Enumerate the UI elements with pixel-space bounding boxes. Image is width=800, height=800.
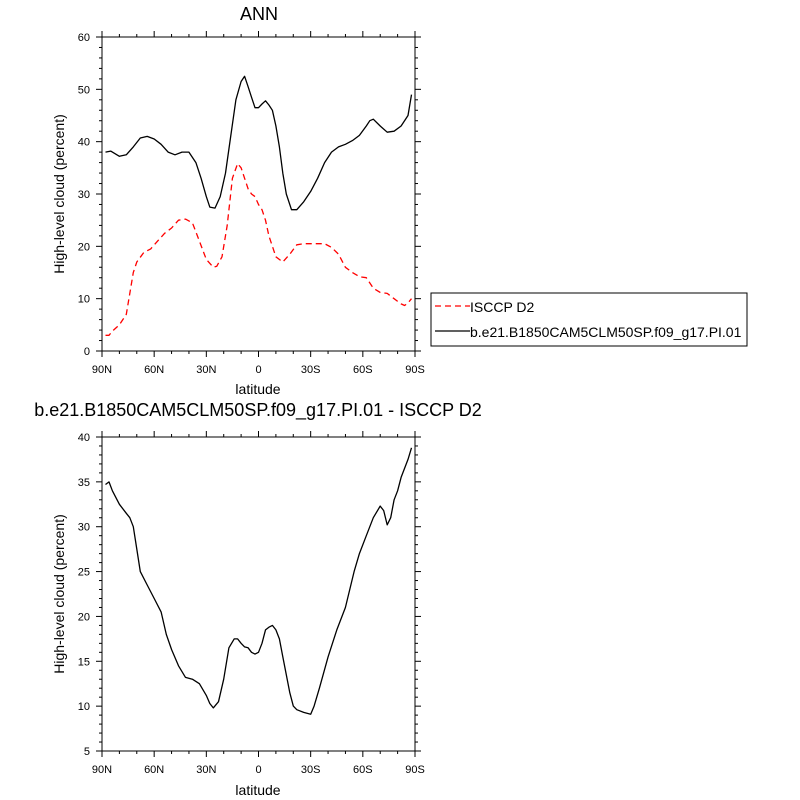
bottom-y-tick-label: 40 [78,432,90,444]
top-y-tick-label: 60 [78,32,90,44]
bottom-y-tick-label: 25 [78,567,90,579]
legend-label-model: b.e21.B1850CAM5CLM50SP.f09_g17.PI.01 [470,324,742,340]
top-data-lines [105,75,413,336]
top-x-tick-label: 0 [255,364,261,376]
top-x-tick-label: 60S [353,364,373,376]
top-panel: ANN 90N 60N 30N 0 30S 60S 90S 0 10 20 30 40 50 60 lat… [51,4,748,397]
top-axis-ticks: 90N 60N 30N 0 30S 60S 90S 0 10 20 30 40 50 60 [78,31,425,376]
top-series-line-0 [105,162,412,336]
top-y-tick-label: 30 [78,189,90,201]
bottom-data-lines [105,447,413,715]
bottom-axis-ticks: 90N 60N 30N 0 30S 60S 90S 5 10 15 20 25 30 35 40 [78,431,425,776]
bottom-y-tick-label: 10 [78,701,90,713]
bottom-x-tick-label: 60S [353,764,373,776]
bottom-y-tick-label: 30 [78,522,90,534]
bottom-y-tick-label: 20 [78,611,90,623]
bottom-x-axis-label: latitude [235,782,280,798]
bottom-x-tick-label: 30N [196,764,216,776]
top-x-tick-label: 60N [144,364,164,376]
bottom-x-tick-label: 30S [301,764,321,776]
bottom-y-tick-label: 5 [84,746,90,758]
top-panel-title: ANN [240,4,278,24]
legend-label-isccp: ISCCP D2 [470,299,535,315]
top-x-tick-label: 90S [405,364,425,376]
bottom-series-line-0 [105,447,413,715]
top-y-tick-label: 0 [84,346,90,358]
top-x-tick-label: 90N [92,364,112,376]
top-y-tick-label: 10 [78,294,90,306]
bottom-x-tick-label: 90S [405,764,425,776]
bottom-panel-title: b.e21.B1850CAM5CLM50SP.f09_g17.PI.01 - I… [34,400,482,421]
top-x-axis-label: latitude [235,381,280,397]
bottom-y-tick-label: 15 [78,656,90,668]
bottom-y-axis-label: High-level cloud (percent) [51,514,67,674]
top-y-tick-label: 50 [78,84,90,96]
top-legend: ISCCP D2 b.e21.B1850CAM5CLM50SP.f09_g17.… [430,292,748,347]
bottom-y-tick-label: 35 [78,477,90,489]
bottom-x-tick-label: 60N [144,764,164,776]
top-x-tick-label: 30S [301,364,321,376]
bottom-plot-frame [101,436,416,752]
top-series-line-1 [105,75,413,211]
legend-frame [430,292,748,347]
bottom-x-tick-label: 0 [255,764,261,776]
top-y-axis-label: High-level cloud (percent) [51,114,67,274]
top-x-tick-label: 30N [196,364,216,376]
bottom-x-tick-label: 90N [92,764,112,776]
top-y-tick-label: 40 [78,137,90,149]
top-plot-frame [101,36,416,352]
bottom-panel: b.e21.B1850CAM5CLM50SP.f09_g17.PI.01 - I… [34,400,482,798]
top-y-tick-label: 20 [78,241,90,253]
